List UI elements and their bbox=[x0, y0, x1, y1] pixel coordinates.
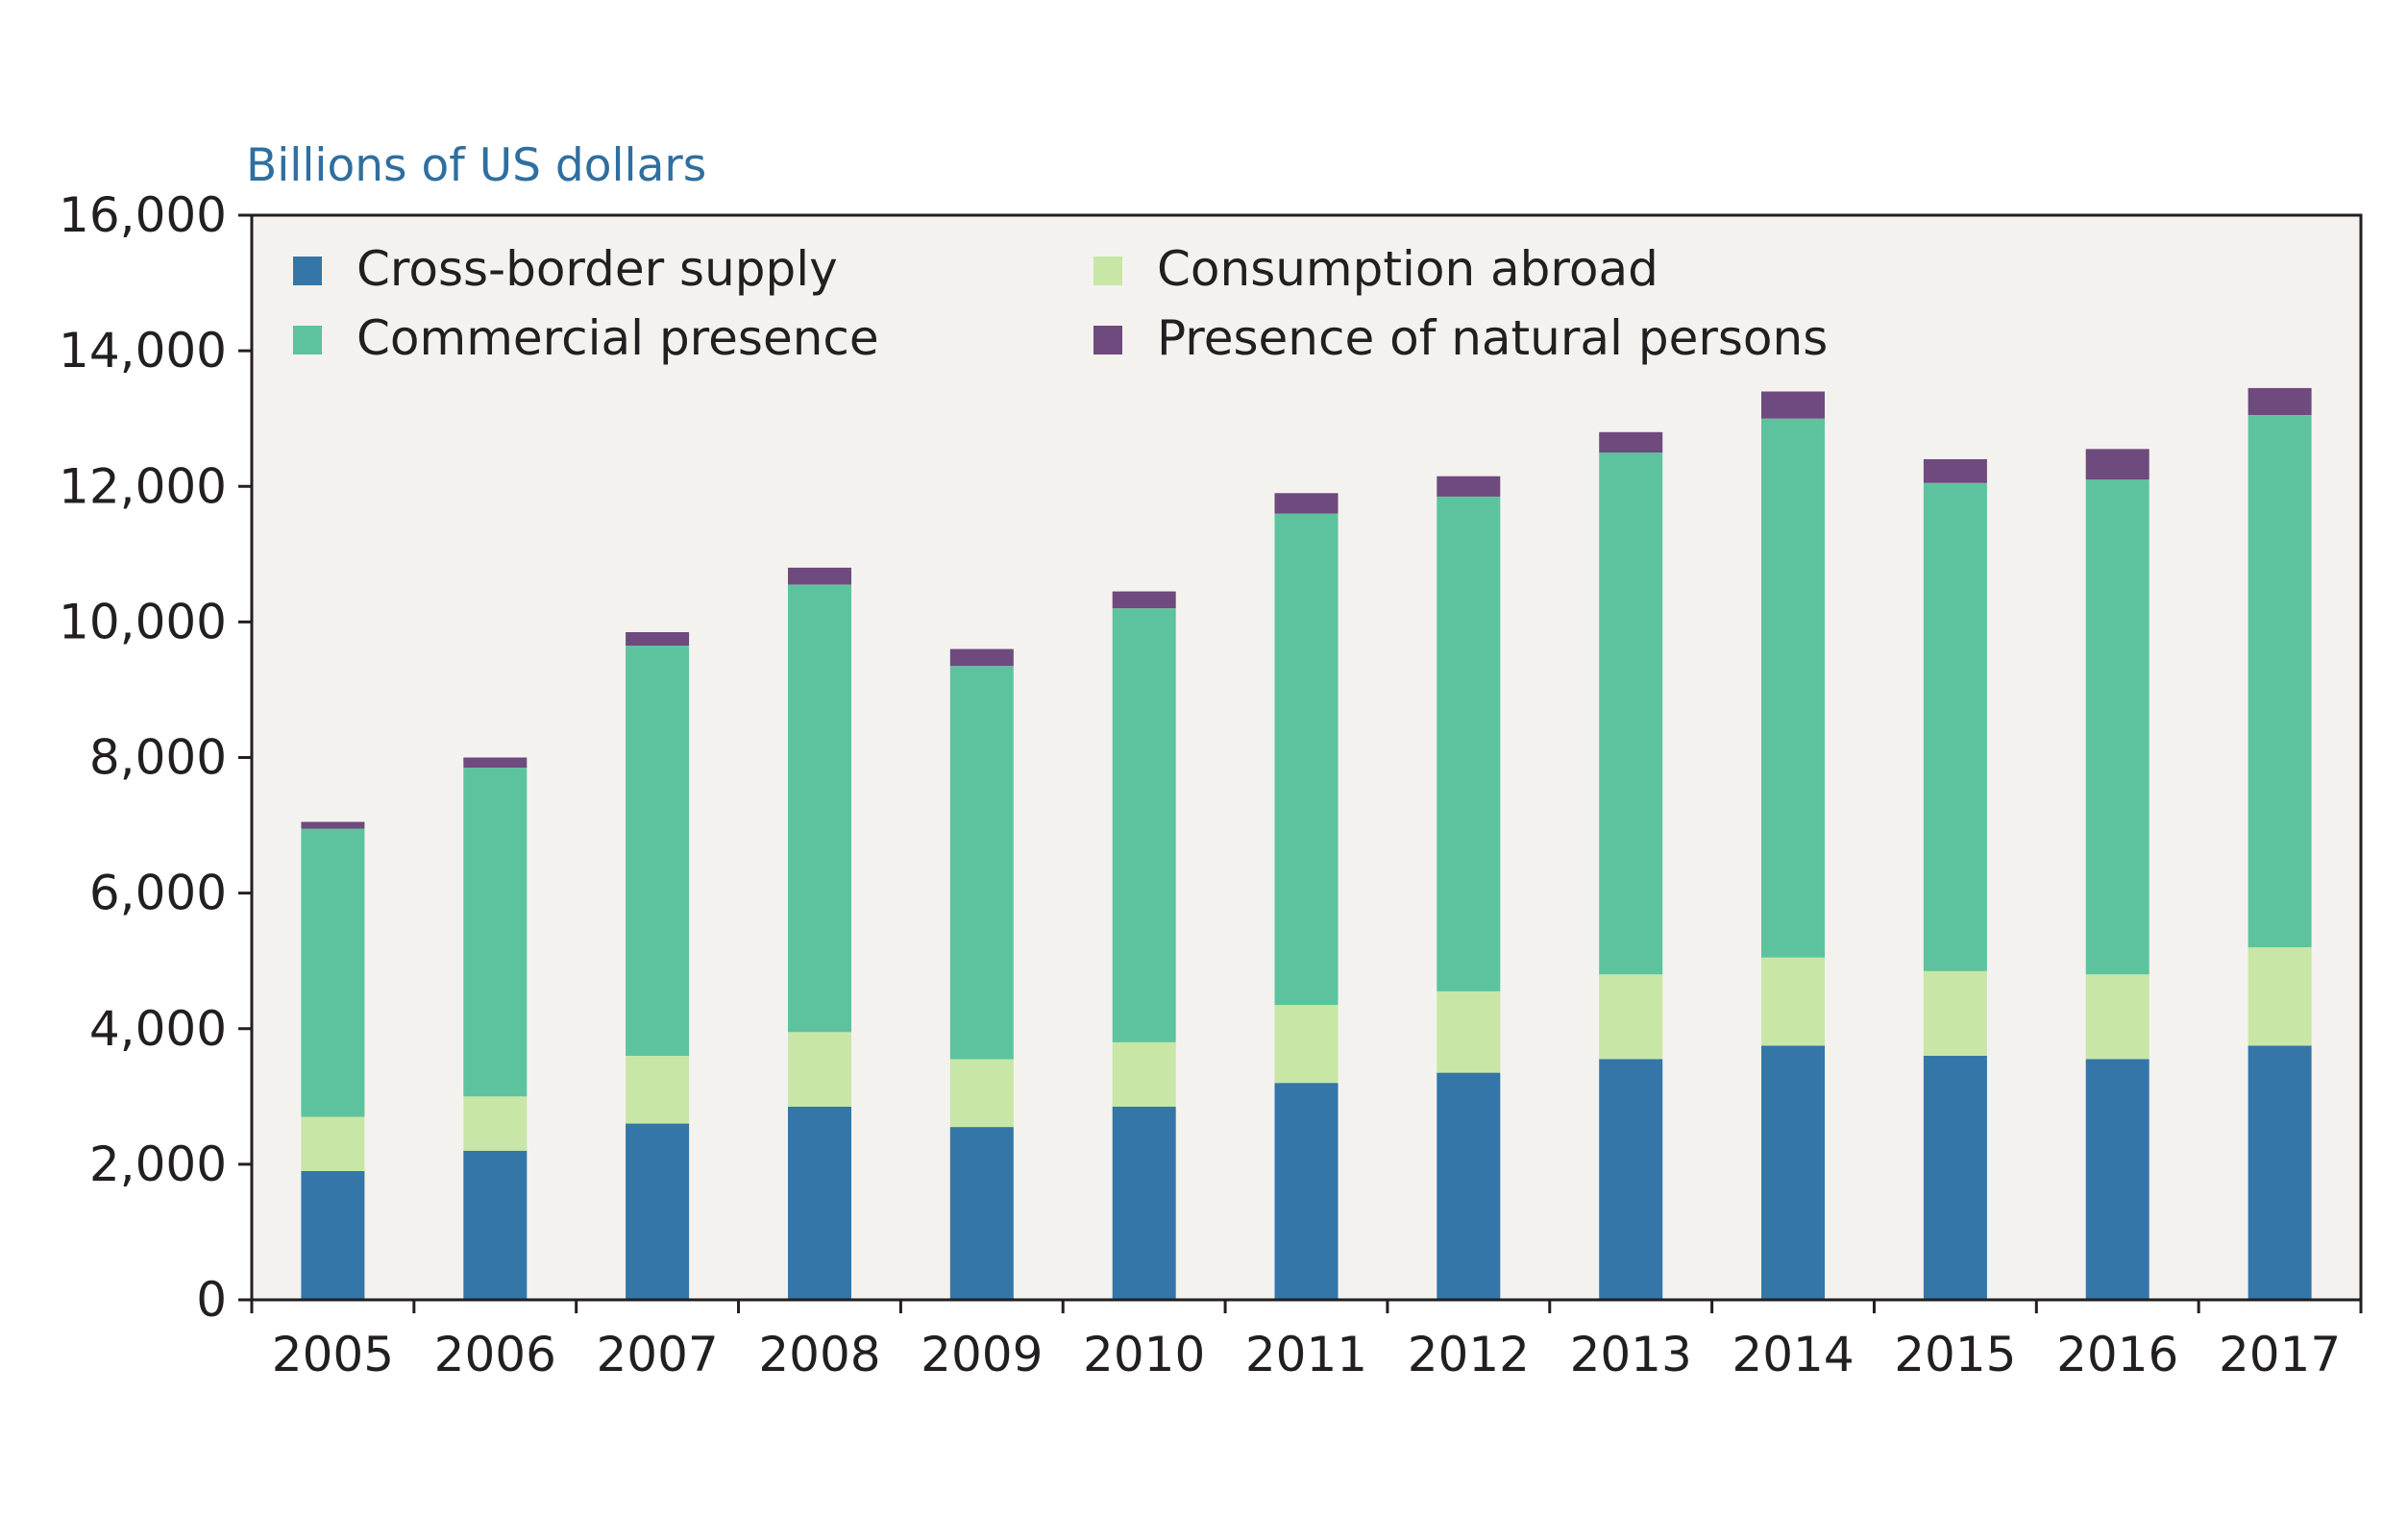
bar-segment-2013-series-3 bbox=[1599, 431, 1663, 452]
bar-segment-2007-series-2 bbox=[626, 646, 690, 1056]
bar-segment-2007-series-3 bbox=[626, 632, 690, 647]
x-tick-label: 2017 bbox=[2219, 1327, 2341, 1382]
bar-segment-2006-series-1 bbox=[463, 1096, 528, 1151]
x-tick-label: 2009 bbox=[921, 1327, 1043, 1382]
bar-segment-2011-series-1 bbox=[1274, 1005, 1339, 1084]
bar-segment-2009-series-0 bbox=[949, 1127, 1014, 1300]
bar-segment-2012-series-1 bbox=[1437, 990, 1501, 1073]
x-tick-label: 2008 bbox=[758, 1327, 880, 1382]
legend: Cross-border supply Commercial presence Co… bbox=[293, 241, 1828, 366]
bar-segment-2015-series-2 bbox=[1923, 482, 1987, 971]
bar-segment-2017-series-2 bbox=[2248, 415, 2312, 948]
bar-segment-2008-series-3 bbox=[788, 567, 851, 585]
bar-segment-2013-series-0 bbox=[1599, 1059, 1663, 1300]
bar-segment-2011-series-0 bbox=[1274, 1083, 1339, 1300]
y-tick-label: 0 bbox=[196, 1272, 227, 1328]
bar-segment-2014-series-3 bbox=[1761, 391, 1825, 419]
y-axis: 0 2,000 4,000 6,000 8,000 10,000 12,000 14,000 1… bbox=[59, 187, 252, 1328]
y-tick-label: 16,000 bbox=[59, 187, 227, 243]
bar-segment-2007-series-0 bbox=[626, 1123, 690, 1300]
bar-segment-2016-series-2 bbox=[2085, 479, 2150, 975]
bar-segment-2011-series-2 bbox=[1274, 513, 1339, 1006]
bar-segment-2005-series-1 bbox=[301, 1116, 365, 1171]
bar-segment-2016-series-1 bbox=[2085, 974, 2150, 1060]
bar-segment-2012-series-3 bbox=[1437, 476, 1501, 497]
x-tick-label: 2014 bbox=[1732, 1327, 1854, 1382]
bar-segment-2015-series-3 bbox=[1923, 459, 1987, 483]
x-tick-label: 2013 bbox=[1570, 1327, 1692, 1382]
x-tick-label: 2011 bbox=[1245, 1327, 1367, 1382]
x-tick-label: 2015 bbox=[1894, 1327, 2016, 1382]
bar-segment-2014-series-0 bbox=[1761, 1045, 1825, 1300]
y-tick-label: 6,000 bbox=[89, 866, 227, 921]
bar-segment-2007-series-1 bbox=[626, 1056, 690, 1124]
y-tick-label: 14,000 bbox=[59, 323, 227, 379]
bar-segment-2017-series-0 bbox=[2248, 1045, 2312, 1300]
unit-label: Billions of US dollars bbox=[246, 139, 706, 192]
bar-segment-2013-series-1 bbox=[1599, 974, 1663, 1060]
y-tick-label: 12,000 bbox=[59, 458, 227, 514]
bar-segment-2012-series-0 bbox=[1437, 1072, 1501, 1300]
bar-segment-2014-series-1 bbox=[1761, 957, 1825, 1046]
legend-label: Commercial presence bbox=[356, 310, 879, 366]
x-axis: 2005 2006 2007 2008 2009 2010 2011 2012 2013 2014… bbox=[250, 1300, 2363, 1382]
x-tick-label: 2005 bbox=[272, 1327, 394, 1382]
bar-segment-2009-series-3 bbox=[949, 648, 1014, 667]
bar-segment-2014-series-2 bbox=[1761, 418, 1825, 958]
bar-segment-2010-series-1 bbox=[1112, 1041, 1176, 1107]
bar-segment-2015-series-1 bbox=[1923, 970, 1987, 1056]
legend-swatch bbox=[293, 257, 322, 285]
bar-segment-2016-series-3 bbox=[2085, 449, 2150, 480]
y-tick-label: 10,000 bbox=[59, 594, 227, 649]
bar-segment-2005-series-3 bbox=[301, 821, 365, 829]
x-tick-label: 2006 bbox=[434, 1327, 556, 1382]
bar-segment-2016-series-0 bbox=[2085, 1059, 2150, 1300]
bar-segment-2008-series-0 bbox=[788, 1106, 851, 1300]
bar-segment-2012-series-2 bbox=[1437, 496, 1501, 991]
bar-segment-2010-series-0 bbox=[1112, 1106, 1176, 1300]
bars-layer bbox=[301, 387, 2312, 1300]
x-tick-label: 2010 bbox=[1083, 1327, 1205, 1382]
legend-label: Presence of natural persons bbox=[1157, 310, 1828, 366]
legend-label: Cross-border supply bbox=[356, 241, 838, 297]
bar-segment-2006-series-3 bbox=[463, 757, 528, 769]
bar-segment-2008-series-2 bbox=[788, 584, 851, 1033]
bar-segment-2009-series-2 bbox=[949, 666, 1014, 1060]
bar-segment-2009-series-1 bbox=[949, 1059, 1014, 1128]
bar-segment-2010-series-2 bbox=[1112, 608, 1176, 1042]
bar-segment-2006-series-0 bbox=[463, 1150, 528, 1300]
legend-swatch bbox=[1093, 257, 1122, 285]
bar-segment-2017-series-1 bbox=[2248, 947, 2312, 1046]
x-tick-label: 2016 bbox=[2056, 1327, 2178, 1382]
bar-segment-2015-series-0 bbox=[1923, 1056, 1987, 1300]
bar-segment-2011-series-3 bbox=[1274, 493, 1339, 514]
y-tick-label: 4,000 bbox=[89, 1001, 227, 1057]
bar-segment-2008-series-1 bbox=[788, 1032, 851, 1107]
bar-segment-2005-series-2 bbox=[301, 828, 365, 1117]
bar-segment-2006-series-2 bbox=[463, 768, 528, 1097]
bar-segment-2005-series-0 bbox=[301, 1170, 365, 1300]
bar-segment-2010-series-3 bbox=[1112, 591, 1176, 609]
x-tick-label: 2007 bbox=[596, 1327, 718, 1382]
legend-label: Consumption abroad bbox=[1157, 241, 1658, 297]
y-tick-label: 2,000 bbox=[89, 1137, 227, 1192]
legend-swatch bbox=[1093, 326, 1122, 354]
legend-swatch bbox=[293, 326, 322, 354]
y-tick-label: 8,000 bbox=[89, 730, 227, 786]
bar-segment-2017-series-3 bbox=[2248, 387, 2312, 416]
bar-segment-2013-series-2 bbox=[1599, 452, 1663, 975]
x-tick-label: 2012 bbox=[1408, 1327, 1530, 1382]
